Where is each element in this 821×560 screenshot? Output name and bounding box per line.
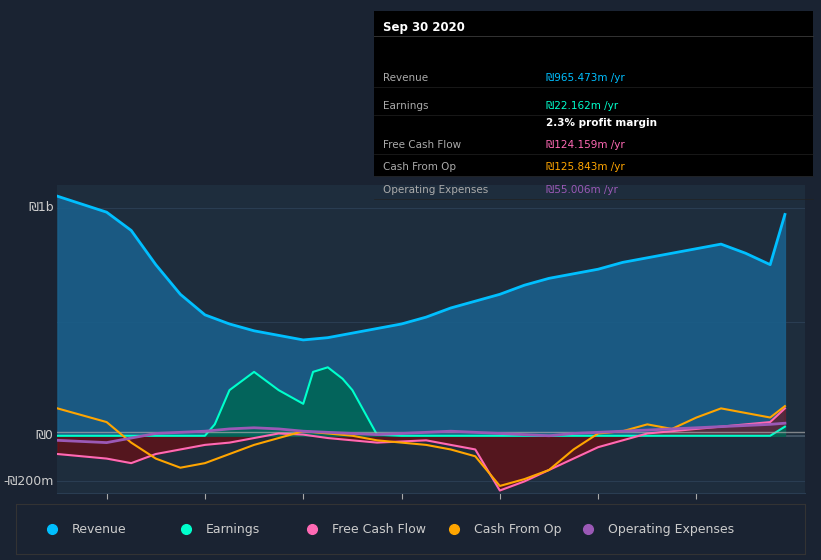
Text: -₪200m: -₪200m — [3, 475, 53, 488]
Text: Free Cash Flow: Free Cash Flow — [383, 140, 461, 150]
Text: ₪965.473m /yr: ₪965.473m /yr — [546, 73, 625, 83]
Text: Earnings: Earnings — [383, 101, 429, 111]
Text: Revenue: Revenue — [383, 73, 429, 83]
Text: ₪125.843m /yr: ₪125.843m /yr — [546, 162, 625, 172]
Text: 2.3% profit margin: 2.3% profit margin — [546, 118, 657, 128]
Text: Revenue: Revenue — [71, 522, 126, 536]
Text: ₪0: ₪0 — [36, 430, 53, 442]
Text: ₪22.162m /yr: ₪22.162m /yr — [546, 101, 618, 111]
Text: Earnings: Earnings — [205, 522, 259, 536]
Text: ₪1b: ₪1b — [28, 201, 53, 214]
Text: Sep 30 2020: Sep 30 2020 — [383, 21, 466, 34]
Text: Cash From Op: Cash From Op — [383, 162, 456, 172]
Text: Free Cash Flow: Free Cash Flow — [332, 522, 425, 536]
Text: Operating Expenses: Operating Expenses — [383, 185, 488, 195]
Text: Operating Expenses: Operating Expenses — [608, 522, 734, 536]
Text: ₪124.159m /yr: ₪124.159m /yr — [546, 140, 625, 150]
Text: Cash From Op: Cash From Op — [474, 522, 561, 536]
Text: ₪55.006m /yr: ₪55.006m /yr — [546, 185, 618, 195]
